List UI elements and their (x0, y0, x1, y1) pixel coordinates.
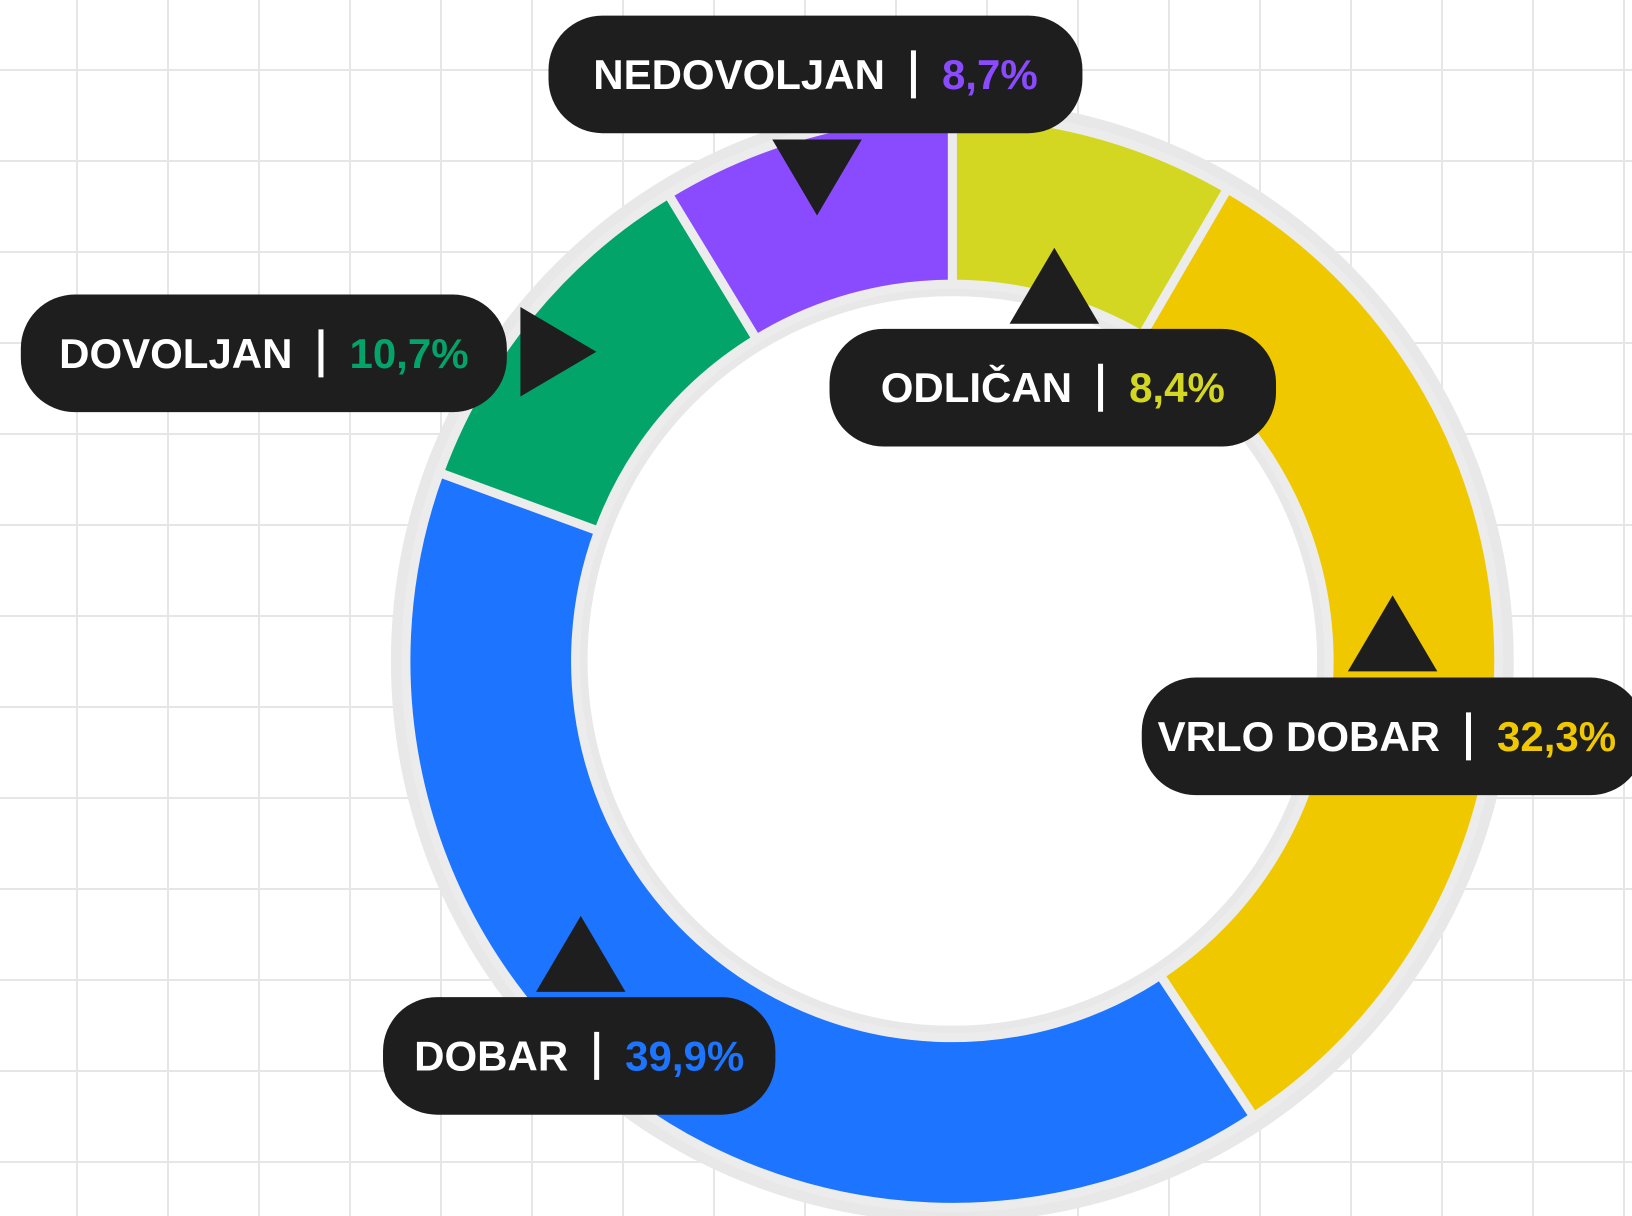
label-pointer (536, 915, 626, 992)
label-box (829, 328, 1277, 447)
value-label: 10,7% (349, 330, 468, 377)
label-box (1141, 677, 1632, 796)
value-label: 32,3% (1497, 713, 1616, 760)
inner-border (575, 284, 1330, 1038)
label-box (548, 15, 1083, 134)
category-label: DOBAR (414, 1032, 568, 1079)
label-pointer (772, 139, 862, 216)
label-pointer (520, 307, 597, 397)
category-label: VRLO DOBAR (1158, 713, 1440, 760)
label-box (383, 997, 776, 1115)
value-label: 39,9% (625, 1032, 744, 1079)
category-label: NEDOVOLJAN (593, 51, 885, 98)
donut-segment (1135, 182, 1504, 1123)
category-label: DOVOLJAN (59, 330, 292, 377)
value-label: 8,7% (942, 51, 1038, 98)
label-box (20, 294, 507, 413)
category-label: ODLIČAN (881, 363, 1072, 411)
label-pointer (1009, 247, 1100, 324)
label-pointer (1347, 595, 1438, 672)
value-label: 8,4% (1129, 364, 1225, 411)
